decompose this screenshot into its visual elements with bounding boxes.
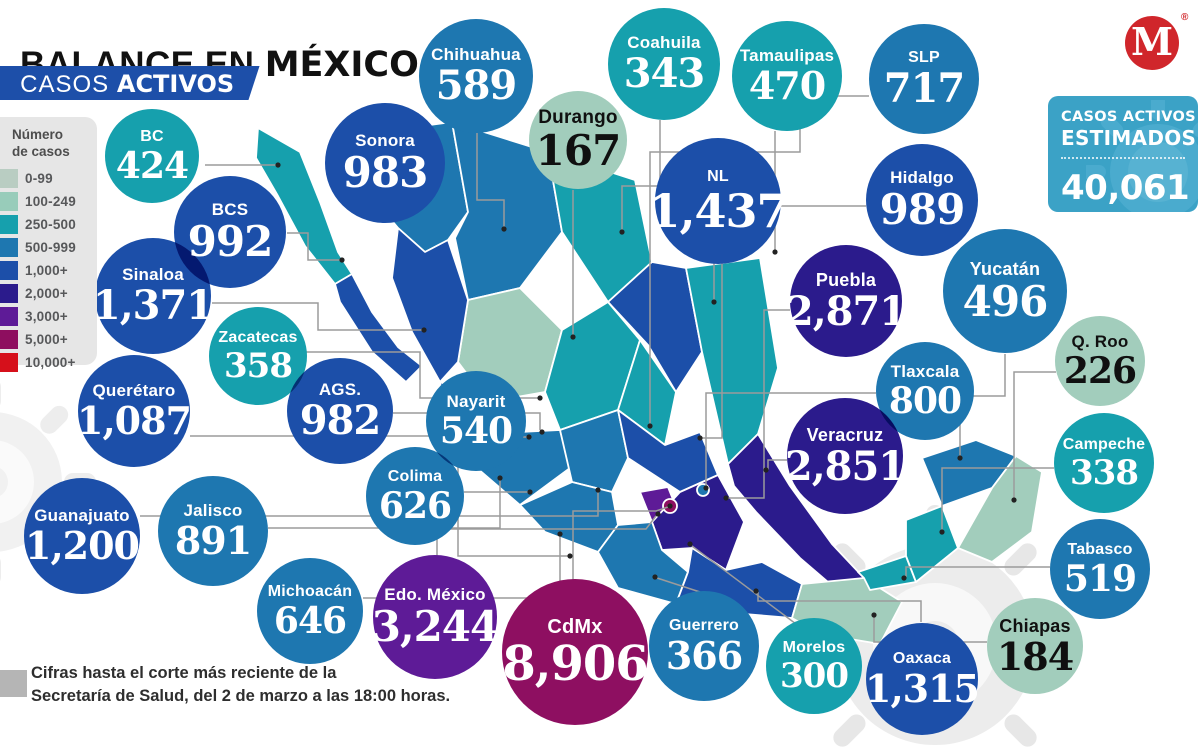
legend-item: 1,000+: [0, 259, 97, 282]
map-shape-chihuahua: [451, 121, 563, 301]
legend-label: 2,000+: [25, 285, 68, 301]
estimated-cases-label2: ESTIMADOS: [1061, 126, 1197, 150]
legend-swatch: [0, 214, 18, 234]
subtitle-prefix: CASOS: [20, 71, 117, 98]
legend-swatch: [0, 352, 18, 372]
legend-label: 5,000+: [25, 331, 68, 347]
legend-label: 250-500: [25, 216, 76, 232]
map-shape-quintana-roo: [957, 455, 1043, 563]
footnote-line2: Secretaría de Salud, del 2 de marzo a la…: [31, 687, 451, 706]
legend-item: 0-99: [0, 167, 97, 190]
legend-label: 3,000+: [25, 308, 68, 324]
estimated-cases-box: CASOS ACTIVOS ESTIMADOS 40,061: [1048, 96, 1198, 212]
legend-swatch: [0, 329, 18, 349]
footnote-line1: Cifras hasta el corte más reciente de la: [31, 664, 337, 682]
state-shapes: [255, 121, 1043, 645]
subtitle-banner: CASOS ACTIVOS: [0, 66, 260, 100]
legend-swatch: [0, 283, 18, 303]
map-shape-sinaloa: [391, 227, 469, 383]
map-shape-baja-california-sur: [334, 273, 423, 383]
legend-item: 2,000+: [0, 282, 97, 305]
legend-title-line2: de casos: [12, 143, 70, 159]
estimated-cases-content: CASOS ACTIVOS ESTIMADOS 40,061: [1048, 96, 1198, 208]
legend-title: Número de casos: [0, 117, 97, 167]
virus-watermark-left: [0, 382, 96, 582]
legend-swatch: [0, 260, 18, 280]
legend-swatch: [0, 306, 18, 326]
footnote: Cifras hasta el corte más reciente de la…: [31, 662, 450, 708]
footnote-marker: [0, 670, 27, 697]
registered-mark: ®: [1181, 12, 1189, 23]
map-shape-oaxaca: [675, 547, 803, 619]
legend-label: 0-99: [25, 170, 53, 186]
legend-item: 5,000+: [0, 328, 97, 351]
legend-label: 100-249: [25, 193, 76, 209]
subtitle-emphasis: ACTIVOS: [116, 70, 235, 98]
dotted-divider: [1061, 157, 1185, 159]
legend-items: 0-99 100-249 250-500 500-999 1,000+ 2,000+ 3,0…: [0, 167, 97, 374]
page-title-emphasis: MÉXICO: [264, 45, 419, 86]
legend-swatch: [0, 237, 18, 257]
legend-item: 10,000+: [0, 351, 97, 374]
map-shape-tabasco: [857, 555, 917, 591]
subtitle-text: CASOS ACTIVOS: [0, 66, 254, 99]
milenio-logo: M: [1125, 16, 1179, 70]
map-shape-guanajuato: [559, 409, 629, 493]
map-shape-campeche: [905, 505, 959, 583]
legend-title-line1: Número: [12, 127, 64, 142]
estimated-cases-value: 40,061: [1061, 168, 1190, 208]
legend-swatch: [0, 168, 18, 188]
legend-label: 1,000+: [25, 262, 68, 278]
legend-item: 250-500: [0, 213, 97, 236]
estimated-cases-label1: CASOS ACTIVOS: [1061, 109, 1196, 125]
legend-swatch: [0, 191, 18, 211]
legend-item: 100-249: [0, 190, 97, 213]
legend-label: 10,000+: [25, 354, 76, 370]
legend-item: 500-999: [0, 236, 97, 259]
legend-item: 3,000+: [0, 305, 97, 328]
legend-label: 500-999: [25, 239, 76, 255]
legend-panel: Número de casos 0-99 100-249 250-500 500-99…: [0, 117, 97, 372]
milenio-m-icon: M: [1130, 18, 1174, 64]
